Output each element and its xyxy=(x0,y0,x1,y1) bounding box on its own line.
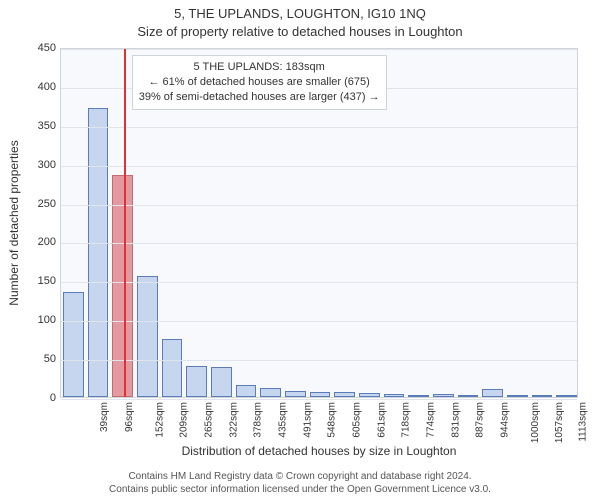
histogram-bar xyxy=(112,175,133,397)
gridline xyxy=(61,205,577,206)
plot-area: 5 THE UPLANDS: 183sqm ← 61% of detached … xyxy=(60,48,578,398)
y-tick-label: 450 xyxy=(6,42,56,54)
gridline xyxy=(61,127,577,128)
title-line-2: Size of property relative to detached ho… xyxy=(0,24,600,39)
histogram-bar xyxy=(137,276,158,397)
x-tick-label: 96sqm xyxy=(124,402,135,432)
histogram-bar xyxy=(211,367,232,397)
y-tick-label: 100 xyxy=(6,314,56,326)
annotation-line-3: 39% of semi-detached houses are larger (… xyxy=(139,90,380,105)
y-tick-label: 50 xyxy=(6,353,56,365)
y-tick-label: 400 xyxy=(6,81,56,93)
footer: Contains HM Land Registry data © Crown c… xyxy=(0,470,600,496)
x-tick-label: 265sqm xyxy=(204,402,215,438)
x-tick-label: 774sqm xyxy=(426,402,437,438)
histogram-bar xyxy=(334,392,355,397)
x-tick-label: 1057sqm xyxy=(554,402,565,443)
gridline xyxy=(61,282,577,283)
annotation-line-2: ← 61% of detached houses are smaller (67… xyxy=(139,75,380,90)
x-axis-label: Distribution of detached houses by size … xyxy=(60,444,578,458)
histogram-bar xyxy=(310,392,331,397)
y-tick-label: 350 xyxy=(6,120,56,132)
x-tick-label: 887sqm xyxy=(475,402,486,438)
x-tick-label: 491sqm xyxy=(302,402,313,438)
x-tick-label: 322sqm xyxy=(228,402,239,438)
x-tick-label: 718sqm xyxy=(401,402,412,438)
histogram-bar xyxy=(556,395,577,397)
annotation-box: 5 THE UPLANDS: 183sqm ← 61% of detached … xyxy=(132,55,387,110)
histogram-bar xyxy=(236,385,257,397)
histogram-bar xyxy=(433,394,454,397)
histogram-bar xyxy=(162,339,183,397)
x-tick-label: 605sqm xyxy=(352,402,363,438)
marker-line xyxy=(124,49,126,397)
x-tick-label: 435sqm xyxy=(278,402,289,438)
histogram-bar xyxy=(63,292,84,397)
x-tick-label: 152sqm xyxy=(154,402,165,438)
chart-container: 5, THE UPLANDS, LOUGHTON, IG10 1NQ Size … xyxy=(0,0,600,500)
histogram-bar xyxy=(532,395,553,397)
x-tick-label: 1113sqm xyxy=(578,402,589,442)
histogram-bar xyxy=(88,108,109,397)
gridline xyxy=(61,399,577,400)
y-tick-label: 0 xyxy=(6,392,56,404)
y-tick-label: 250 xyxy=(6,198,56,210)
gridline xyxy=(61,243,577,244)
title-line-1: 5, THE UPLANDS, LOUGHTON, IG10 1NQ xyxy=(0,6,600,21)
y-tick-label: 300 xyxy=(6,159,56,171)
x-tick-label: 944sqm xyxy=(500,402,511,438)
histogram-bar xyxy=(408,395,429,397)
y-tick-label: 200 xyxy=(6,236,56,248)
gridline xyxy=(61,321,577,322)
x-tick-label: 548sqm xyxy=(327,402,338,438)
histogram-bar xyxy=(458,395,479,397)
x-tick-label: 831sqm xyxy=(450,402,461,438)
annotation-line-1: 5 THE UPLANDS: 183sqm xyxy=(139,60,380,75)
y-tick-label: 150 xyxy=(6,275,56,287)
x-tick-label: 1000sqm xyxy=(530,402,541,443)
histogram-bar xyxy=(186,366,207,397)
histogram-bar xyxy=(482,389,503,397)
x-tick-label: 661sqm xyxy=(376,402,387,438)
histogram-bar xyxy=(359,393,380,397)
footer-line-2: Contains public sector information licen… xyxy=(0,483,600,496)
x-tick-label: 209sqm xyxy=(179,402,190,438)
histogram-bar xyxy=(507,395,528,397)
gridline xyxy=(61,360,577,361)
footer-line-1: Contains HM Land Registry data © Crown c… xyxy=(0,470,600,483)
gridline xyxy=(61,166,577,167)
x-tick-label: 378sqm xyxy=(253,402,264,438)
x-tick-label: 39sqm xyxy=(99,402,110,432)
histogram-bar xyxy=(384,394,405,397)
gridline xyxy=(61,49,577,50)
histogram-bar xyxy=(260,388,281,397)
histogram-bar xyxy=(285,391,306,397)
